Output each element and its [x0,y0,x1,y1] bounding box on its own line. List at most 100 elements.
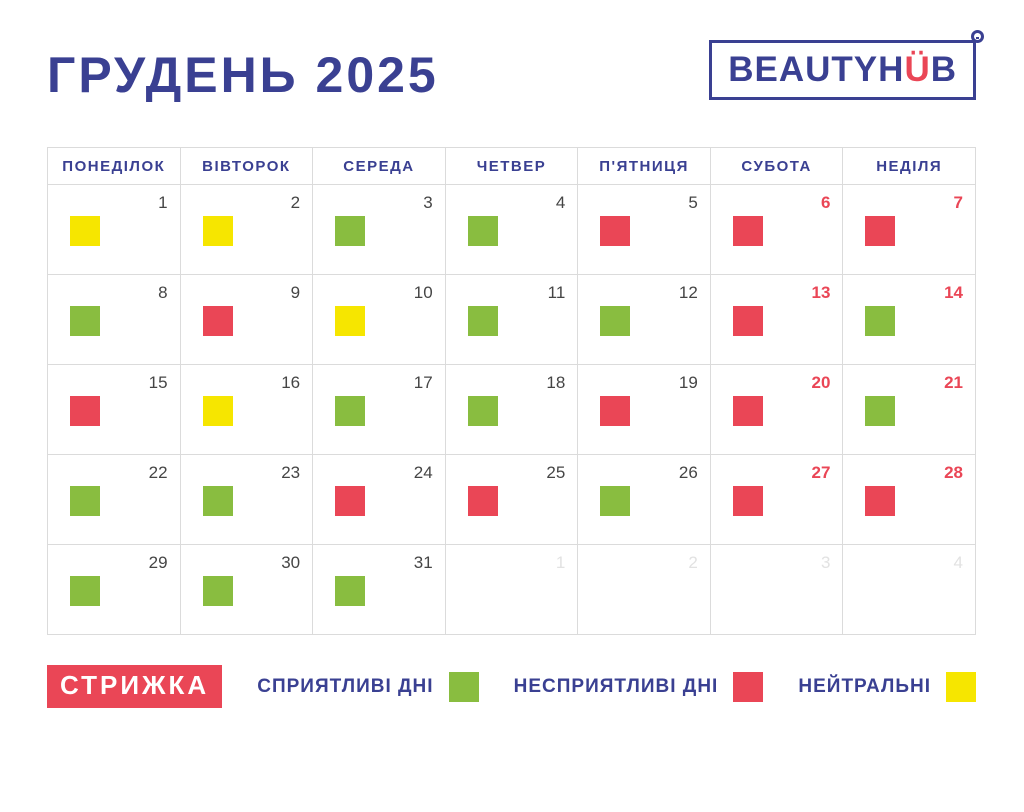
logo-text-part1: BEAUTYH [728,50,905,89]
day-number: 15 [148,373,168,392]
legend-label: НЕСПРИЯТЛИВІ ДНІ [513,675,719,697]
unfavorable-day-square [865,216,896,246]
day-number: 18 [546,373,566,392]
legend-item-neutral: НЕЙТРАЛЬНІ [798,671,976,702]
calendar-day-cell: 13 [710,275,844,365]
calendar-day-cell: 19 [578,365,711,455]
calendar-day-cell: 7 [843,185,976,275]
weekday-header: СУБОТА [710,148,844,185]
weekday-header: ЧЕТВЕР [445,148,579,185]
unfavorable-day-square [600,216,631,246]
day-number: 7 [953,193,963,212]
calendar-day-cell: 23 [180,455,314,545]
unfavorable-day-square [467,486,498,516]
day-number: 13 [811,283,831,302]
favorable-day-square [865,396,896,426]
day-number: 27 [811,463,831,482]
calendar-day-cell: 17 [313,365,446,455]
unfavorable-day-square [600,396,631,426]
calendar-day-cell: 4 [843,545,976,635]
calendar-day-cell: 10 [313,275,446,365]
calendar-day-cell: 22 [48,455,181,545]
neutral-day-square [70,216,100,246]
day-number: 1 [158,193,168,212]
calendar-day-cell: 3 [710,545,844,635]
calendar-day-cell: 24 [313,455,446,545]
neutral-swatch [946,671,976,702]
day-number: 19 [678,373,698,392]
calendar-day-cell: 2 [578,545,711,635]
day-number: 3 [423,193,433,212]
calendar-day-cell: 16 [180,365,314,455]
legend-item-unfavorable: НЕСПРИЯТЛИВІ ДНІ [513,671,764,702]
calendar-day-cell: 27 [710,455,844,545]
calendar-day-cell: 8 [48,275,181,365]
day-number: 10 [413,283,433,302]
day-number: 24 [413,463,433,482]
calendar-day-cell: 26 [578,455,711,545]
day-number: 3 [820,553,831,572]
day-number: 26 [678,463,698,482]
calendar-day-cell: 2 [180,185,314,275]
logo-accent-letter: Ü [904,50,931,89]
favorable-day-square [335,216,366,246]
favorable-day-square [467,306,498,336]
calendar-day-cell: 29 [48,545,181,635]
favorable-swatch [448,671,479,702]
weekday-header: НЕДІЛЯ [843,148,976,185]
unfavorable-day-square [732,306,763,336]
favorable-day-square [335,576,366,606]
day-number: 4 [953,553,963,572]
trademark-circle-icon [971,30,984,43]
calendar-day-cell: 15 [48,365,181,455]
day-number: 5 [688,193,698,212]
favorable-day-square [202,576,233,606]
calendar-day-cell: 28 [843,455,976,545]
calendar-day-cell: 12 [578,275,711,365]
favorable-day-square [467,216,498,246]
calendar-day-cell: 18 [445,365,579,455]
favorable-day-square [600,306,631,336]
calendar-day-cell: 21 [843,365,976,455]
top-bar: ГРУДЕНЬ 2025 BEAUTYHÜB [0,0,1024,104]
unfavorable-day-square [732,216,763,246]
weekday-header: П'ЯТНИЦЯ [578,148,711,185]
legend-badge: СТРИЖКА [47,665,223,708]
favorable-day-square [865,306,896,336]
legend-item-favorable: СПРИЯТЛИВІ ДНІ [257,671,479,702]
unfavorable-swatch [733,671,764,702]
favorable-day-square [202,486,233,516]
day-number: 31 [413,553,433,572]
day-number: 20 [811,373,831,392]
day-number: 2 [290,193,301,212]
day-number: 2 [688,553,698,572]
calendar-day-cell: 4 [445,185,579,275]
calendar-day-cell: 5 [578,185,711,275]
day-number: 12 [678,283,698,302]
favorable-day-square [70,486,100,516]
favorable-day-square [70,306,100,336]
legend-label: НЕЙТРАЛЬНІ [798,675,931,697]
beautyhub-logo: BEAUTYHÜB [709,30,984,100]
calendar-day-cell: 1 [445,545,579,635]
neutral-day-square [202,216,233,246]
calendar-day-cell: 20 [710,365,844,455]
day-number: 25 [546,463,566,482]
neutral-day-square [202,396,233,426]
day-number: 29 [148,553,168,572]
day-number: 28 [944,463,963,482]
page-title: ГРУДЕНЬ 2025 [47,47,439,103]
logo-text-part2: B [930,50,957,89]
calendar-day-cell: 25 [445,455,579,545]
calendar-day-cell: 31 [313,545,446,635]
day-number: 23 [281,463,301,482]
calendar-day-cell: 3 [313,185,446,275]
favorable-day-square [70,576,100,606]
unfavorable-day-square [732,486,763,516]
calendar-grid: ПОНЕДІЛОК ВІВТОРОК СЕРЕДА ЧЕТВЕР П'ЯТНИЦЯ СУБ… [47,147,976,635]
unfavorable-day-square [732,396,763,426]
neutral-day-square [335,306,366,336]
day-number: 22 [148,463,168,482]
weekday-header: ПОНЕДІЛОК [48,148,181,185]
day-number: 17 [413,373,433,392]
